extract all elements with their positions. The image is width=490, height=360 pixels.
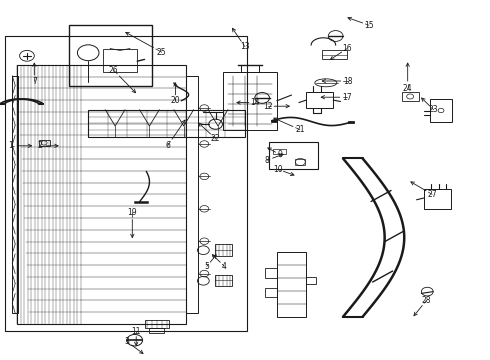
Text: 12: 12 — [263, 102, 272, 111]
Bar — [273, 149, 286, 154]
Bar — [277, 252, 306, 317]
Bar — [88, 110, 245, 137]
Bar — [69, 25, 152, 86]
Text: 26: 26 — [109, 66, 119, 75]
Text: 5: 5 — [204, 262, 209, 271]
Text: 22: 22 — [211, 134, 220, 143]
Text: 17: 17 — [342, 93, 352, 102]
Text: 28: 28 — [421, 296, 431, 305]
Bar — [149, 328, 164, 333]
Text: 24: 24 — [403, 84, 413, 93]
Bar — [5, 36, 247, 331]
Bar — [145, 320, 169, 328]
Text: 2: 2 — [38, 141, 43, 150]
Text: 9: 9 — [278, 150, 283, 159]
Bar — [215, 275, 232, 286]
Bar — [306, 92, 333, 108]
Bar — [430, 99, 452, 122]
Bar — [103, 49, 137, 72]
Text: 4: 4 — [222, 262, 227, 271]
Bar — [215, 244, 232, 256]
Bar — [295, 159, 305, 165]
Text: 3: 3 — [124, 337, 129, 346]
Text: 15: 15 — [364, 21, 374, 30]
Bar — [39, 140, 50, 146]
Bar — [269, 142, 318, 169]
Bar — [17, 65, 186, 324]
Text: 25: 25 — [157, 48, 167, 57]
Text: 23: 23 — [429, 105, 439, 114]
Text: 18: 18 — [343, 77, 353, 85]
Text: 8: 8 — [265, 156, 270, 165]
Text: 1: 1 — [8, 141, 13, 150]
Text: 7: 7 — [32, 77, 37, 85]
Bar — [241, 65, 259, 72]
Text: 21: 21 — [295, 125, 305, 134]
Bar — [306, 276, 316, 284]
Text: 20: 20 — [171, 96, 180, 105]
Text: 27: 27 — [427, 190, 437, 199]
Text: 10: 10 — [273, 165, 283, 174]
Bar — [402, 92, 419, 101]
Bar — [265, 288, 277, 297]
Bar — [12, 76, 18, 313]
Text: 11: 11 — [131, 327, 141, 336]
Text: 13: 13 — [240, 42, 250, 51]
Bar — [223, 72, 277, 130]
Text: 6: 6 — [165, 141, 170, 150]
Text: 19: 19 — [127, 208, 137, 217]
Bar — [186, 76, 198, 313]
Bar — [424, 189, 451, 209]
Text: 16: 16 — [342, 44, 352, 53]
Text: 14: 14 — [250, 98, 260, 107]
Bar — [265, 268, 277, 278]
Bar — [322, 50, 347, 59]
